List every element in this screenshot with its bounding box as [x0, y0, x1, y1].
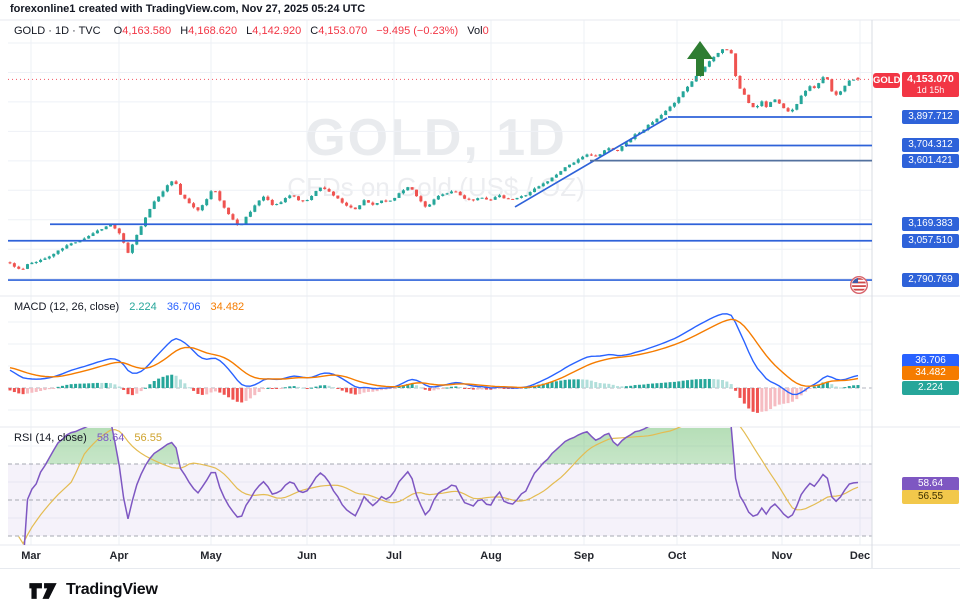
- rsi-value-label: 56.55: [902, 490, 959, 504]
- symbol-legend[interactable]: GOLD · 1D · TVC O4,163.580 H4,168.620 L4…: [14, 25, 489, 37]
- rsi-line: [23, 427, 859, 545]
- level-price-label: 3,704.312: [902, 138, 959, 153]
- footer-bar: TradingView: [0, 568, 960, 611]
- chart-canvas[interactable]: [0, 0, 960, 568]
- month-label: Oct: [667, 550, 687, 562]
- month-label: Dec: [849, 550, 871, 562]
- ohlc-c-value: 4,153.070: [318, 25, 368, 37]
- level-price-label: 3,169.383: [902, 217, 959, 232]
- month-label: Sep: [573, 550, 595, 562]
- price-line-tag[interactable]: GOLD: [873, 73, 901, 88]
- month-label: Jul: [386, 550, 402, 562]
- macd-histogram: [8, 374, 860, 413]
- month-label: Jun: [297, 550, 317, 562]
- macd-value-label: 2.224: [902, 381, 959, 395]
- tradingview-logo-icon[interactable]: [28, 580, 58, 601]
- macd-title: MACD (12, 26, close): [14, 301, 120, 313]
- month-label: Apr: [109, 550, 129, 562]
- month-label: Aug: [480, 550, 502, 562]
- change-value: −9.495 (−0.23%): [376, 25, 459, 37]
- ohlc-l-value: 4,142.920: [252, 25, 302, 37]
- macd-signal-line: [9, 318, 859, 389]
- macd-line-value: 36.706: [166, 301, 201, 313]
- ohlc-c-label: C: [310, 25, 319, 37]
- level-price-label: 3,057.510: [902, 233, 959, 248]
- volume-value: 0: [482, 25, 489, 37]
- level-price-label: 2,790.769: [902, 273, 959, 288]
- month-label: Mar: [21, 550, 41, 562]
- macd-value-label: 36.706: [902, 354, 959, 368]
- ohlc-o-label: O: [113, 25, 123, 37]
- month-label: May: [200, 550, 222, 562]
- tradingview-wordmark[interactable]: TradingView: [66, 581, 158, 598]
- macd-hist-value: 2.224: [129, 301, 157, 313]
- level-price-label: 3,897.712: [902, 109, 959, 124]
- up-arrow-marker[interactable]: [687, 41, 713, 76]
- ohlc-h-value: 4,168.620: [188, 25, 238, 37]
- rsi-value-label: 58.64: [902, 477, 959, 491]
- ohlc-h-label: H: [180, 25, 189, 37]
- us-flag-event-icon[interactable]: [850, 276, 869, 295]
- macd-line: [9, 313, 859, 396]
- macd-signal-value: 34.482: [210, 301, 245, 313]
- last-price-label[interactable]: 4,153.070 1d 15h: [902, 72, 959, 97]
- bar-countdown: 1d 15h: [916, 85, 945, 95]
- month-label: Nov: [771, 550, 793, 562]
- volume-label: Vol: [467, 25, 483, 37]
- rsi-overbought-fill: [10, 428, 858, 464]
- level-price-label: 3,601.421: [902, 153, 959, 168]
- trendline[interactable]: [514, 117, 668, 208]
- rsi-title: RSI (14, close): [14, 432, 87, 444]
- rsi-value: 58.64: [96, 432, 125, 444]
- rsi-ma-value: 56.55: [134, 432, 162, 444]
- ohlc-o-value: 4,163.580: [122, 25, 172, 37]
- rsi-legend[interactable]: RSI (14, close) 58.64 56.55: [14, 432, 162, 444]
- last-price-value: 4,153.070: [907, 73, 954, 85]
- time-axis[interactable]: Mar Apr May Jun Jul Aug Sep Oct Nov Dec: [0, 545, 872, 568]
- macd-legend[interactable]: MACD (12, 26, close) 2.224 36.706 34.482: [14, 301, 244, 313]
- candlestick-series[interactable]: [8, 48, 860, 270]
- macd-value-label: 34.482: [902, 366, 959, 380]
- symbol-title[interactable]: GOLD · 1D · TVC: [14, 25, 101, 37]
- ohlc-l-label: L: [246, 25, 253, 37]
- credit-text: forexonline1 created with TradingView.co…: [10, 3, 366, 15]
